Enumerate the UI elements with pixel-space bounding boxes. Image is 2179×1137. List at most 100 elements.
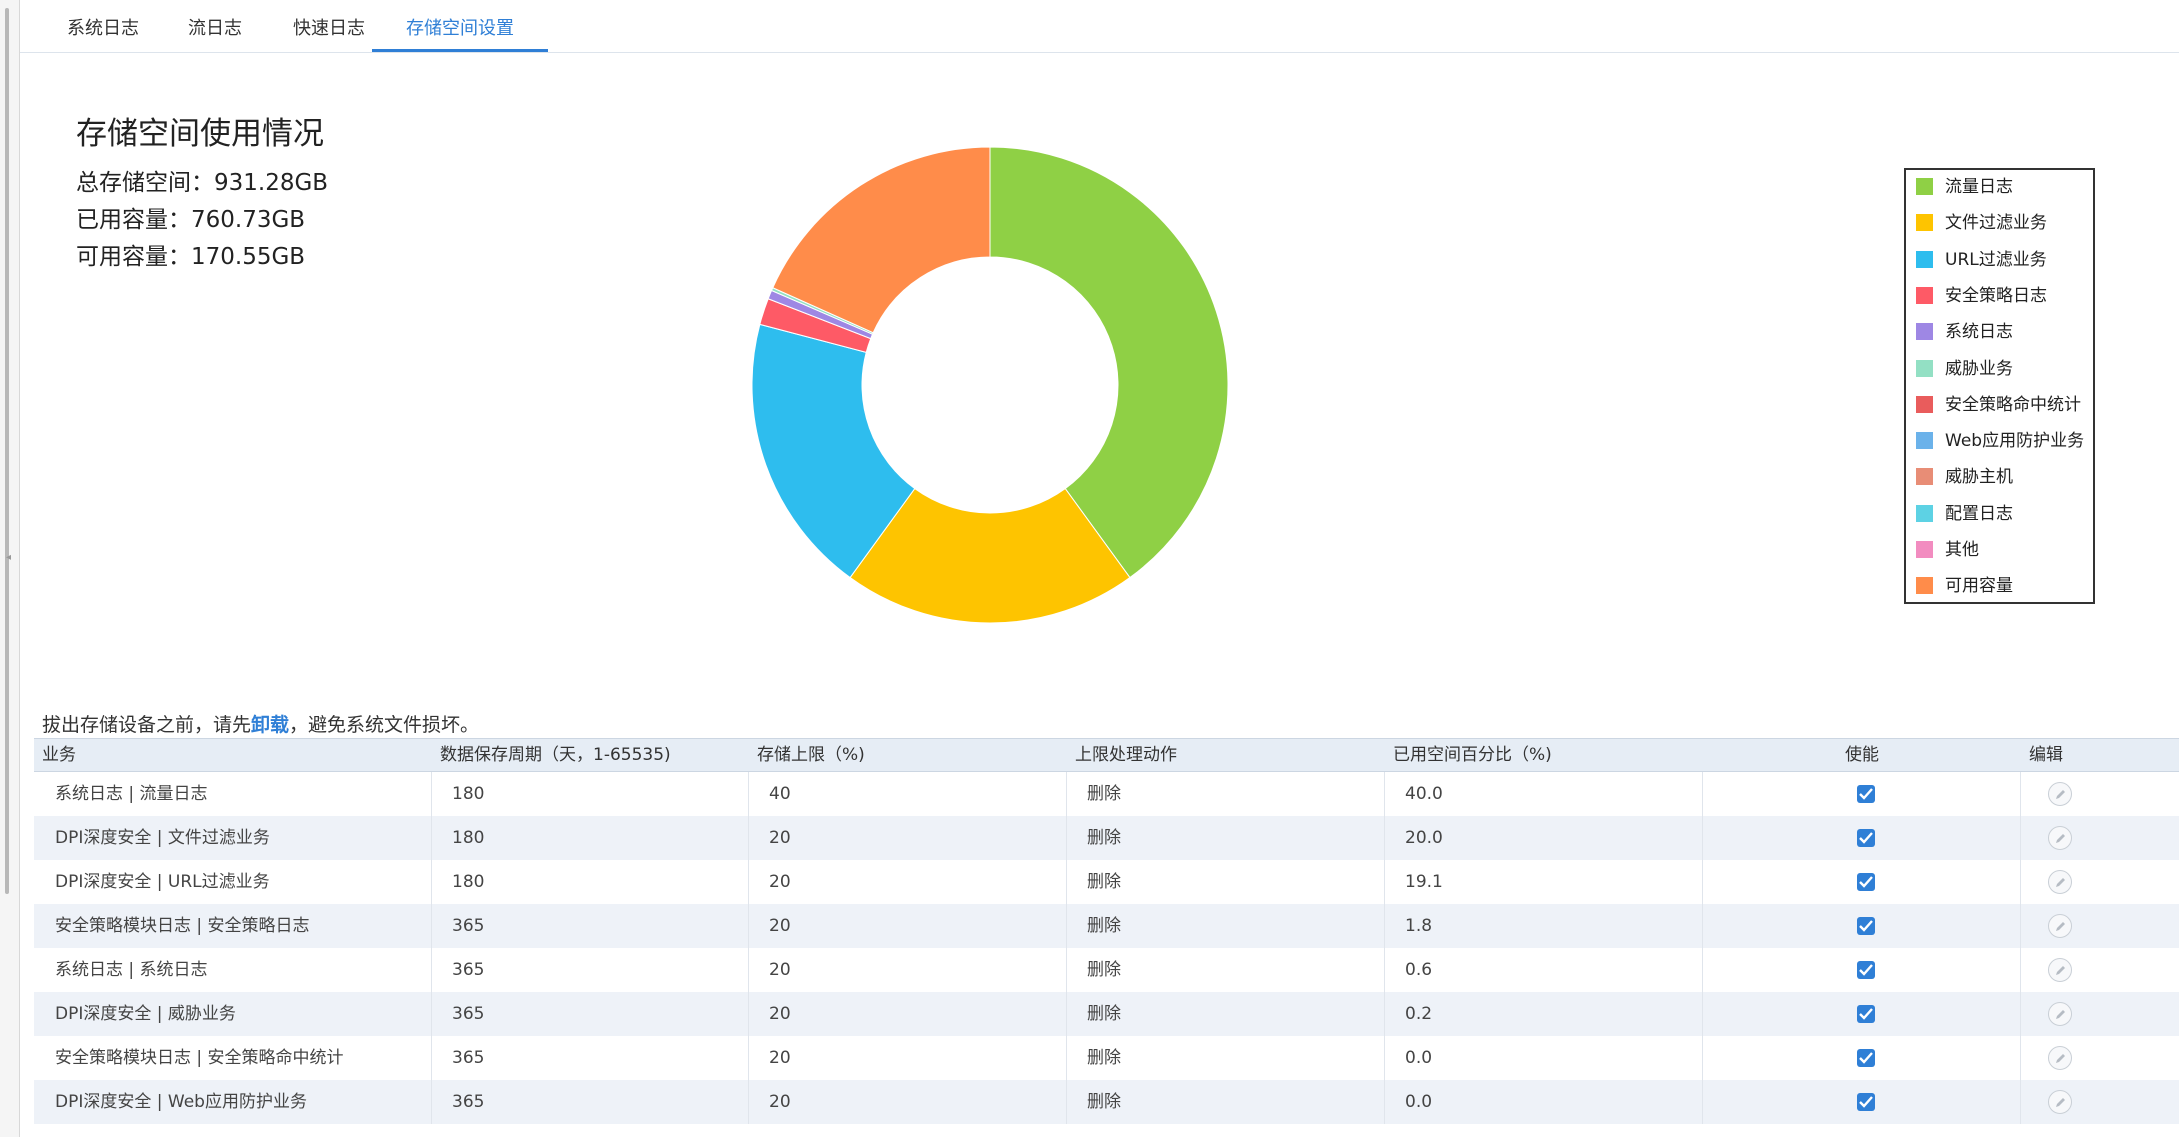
legend-item[interactable]: 安全策略日志 [1916,283,2047,309]
edit-button[interactable] [2048,958,2072,982]
action-cell: 删除 [1087,1048,1121,1068]
legend-label: 文件过滤业务 [1945,213,2047,234]
enable-checkbox[interactable] [1857,1005,1875,1023]
tab-storage-settings[interactable]: 存储空间设置 [372,8,548,52]
used-percent-cell: 0.0 [1405,1092,1433,1112]
check-icon [1859,832,1873,844]
action-cell: 删除 [1087,828,1121,848]
col-limit: 存储上限（%) [757,745,865,765]
edit-button[interactable] [2048,826,2072,850]
enable-checkbox[interactable] [1857,829,1875,847]
table-row: DPI深度安全 | 威胁业务 365 20 删除 0.2 [34,992,2179,1036]
legend-label: 系统日志 [1945,322,2013,343]
column-divider [1384,772,1385,816]
table-row: 系统日志 | 系统日志 365 20 删除 0.6 [34,948,2179,992]
column-divider [2020,1036,2021,1080]
column-divider [748,948,749,992]
table-row: 系统日志 | 流量日志 180 40 删除 40.0 [34,772,2179,816]
enable-checkbox[interactable] [1857,1049,1875,1067]
used-storage: 已用容量：760.73GB [76,207,306,233]
check-icon [1859,920,1873,932]
column-divider [1384,860,1385,904]
total-storage: 总存储空间：931.28GB [76,170,329,196]
edit-button[interactable] [2048,1002,2072,1026]
legend-item[interactable]: 文件过滤业务 [1916,210,2047,236]
enable-checkbox[interactable] [1857,1093,1875,1111]
legend-item[interactable]: 威胁业务 [1916,356,2013,382]
period-cell: 365 [452,916,485,936]
column-divider [1702,948,1703,992]
col-used-percent: 已用空间百分比（%) [1393,745,1552,765]
edit-button[interactable] [2048,914,2072,938]
column-divider [1066,992,1067,1036]
collapse-arrow-icon[interactable]: ◂ [6,552,12,563]
enable-checkbox[interactable] [1857,917,1875,935]
legend-swatch [1916,178,1933,195]
edit-button[interactable] [2048,870,2072,894]
left-scrollbar[interactable] [5,8,9,894]
period-cell: 365 [452,960,485,980]
column-divider [431,816,432,860]
edit-button[interactable] [2048,1090,2072,1114]
legend-swatch [1916,214,1933,232]
legend-item[interactable]: 安全策略命中统计 [1916,392,2081,418]
used-percent-cell: 0.0 [1405,1048,1433,1068]
donut-slice[interactable] [989,146,1229,579]
tab-system-log[interactable]: 系统日志 [67,18,139,39]
business-cell: DPI深度安全 | Web应用防护业务 [55,1092,307,1112]
tab-quick-log[interactable]: 快速日志 [293,18,365,39]
pencil-icon [2056,878,2065,887]
enable-checkbox[interactable] [1857,785,1875,803]
donut-slice[interactable] [751,323,916,579]
business-cell: DPI深度安全 | URL过滤业务 [55,872,270,892]
column-divider [1066,1080,1067,1124]
column-divider [431,1080,432,1124]
legend-swatch [1916,250,1933,268]
column-divider [748,1080,749,1124]
legend-item[interactable]: 其他 [1916,537,1979,563]
enable-checkbox[interactable] [1857,961,1875,979]
check-icon [1859,1096,1873,1108]
legend-item[interactable]: 系统日志 [1916,319,2013,345]
column-divider [1384,1080,1385,1124]
donut-slice[interactable] [849,487,1131,624]
legend-item[interactable]: 可用容量 [1916,573,2013,599]
used-percent-cell: 20.0 [1405,828,1443,848]
business-cell: 安全策略模块日志 | 安全策略命中统计 [55,1048,344,1068]
enable-checkbox[interactable] [1857,873,1875,891]
donut-slice[interactable] [772,146,991,334]
unmount-link[interactable]: 卸载 [251,714,290,736]
column-divider [1702,1036,1703,1080]
legend-item[interactable]: 威胁主机 [1916,464,2013,490]
used-percent-cell: 0.6 [1405,960,1433,980]
col-enable: 使能 [1845,745,1879,765]
table-row: DPI深度安全 | URL过滤业务 180 20 删除 19.1 [34,860,2179,904]
edit-button[interactable] [2048,1046,2072,1070]
unmount-notice: 拔出存储设备之前，请先卸载，避免系统文件损坏。 [42,710,479,737]
storage-table: 业务 数据保存周期（天，1-65535) 存储上限（%) 上限处理动作 已用空间… [34,738,2179,1124]
column-divider [2020,948,2021,992]
limit-cell: 20 [769,1048,791,1068]
used-percent-cell: 0.2 [1405,1004,1433,1024]
tab-flow-log[interactable]: 流日志 [188,18,242,39]
table-row: 安全策略模块日志 | 安全策略日志 365 20 删除 1.8 [34,904,2179,948]
column-divider [2020,772,2021,816]
used-percent-cell: 19.1 [1405,872,1443,892]
action-cell: 删除 [1087,1004,1121,1024]
column-divider [1384,1036,1385,1080]
legend-item[interactable]: Web应用防护业务 [1916,428,2084,454]
table-header: 业务 数据保存周期（天，1-65535) 存储上限（%) 上限处理动作 已用空间… [34,738,2179,772]
legend-item[interactable]: 配置日志 [1916,501,2013,527]
action-cell: 删除 [1087,784,1121,804]
notice-suffix: ，避免系统文件损坏。 [289,714,480,736]
edit-button[interactable] [2048,782,2072,806]
column-divider [1066,860,1067,904]
column-divider [431,860,432,904]
limit-cell: 20 [769,916,791,936]
legend-item[interactable]: URL过滤业务 [1916,247,2047,273]
legend-swatch [1916,395,1933,413]
pencil-icon [2056,834,2065,843]
storage-usage-title: 存储空间使用情况 [76,116,324,152]
legend-item[interactable]: 流量日志 [1916,174,2013,200]
pencil-icon [2056,1098,2065,1107]
